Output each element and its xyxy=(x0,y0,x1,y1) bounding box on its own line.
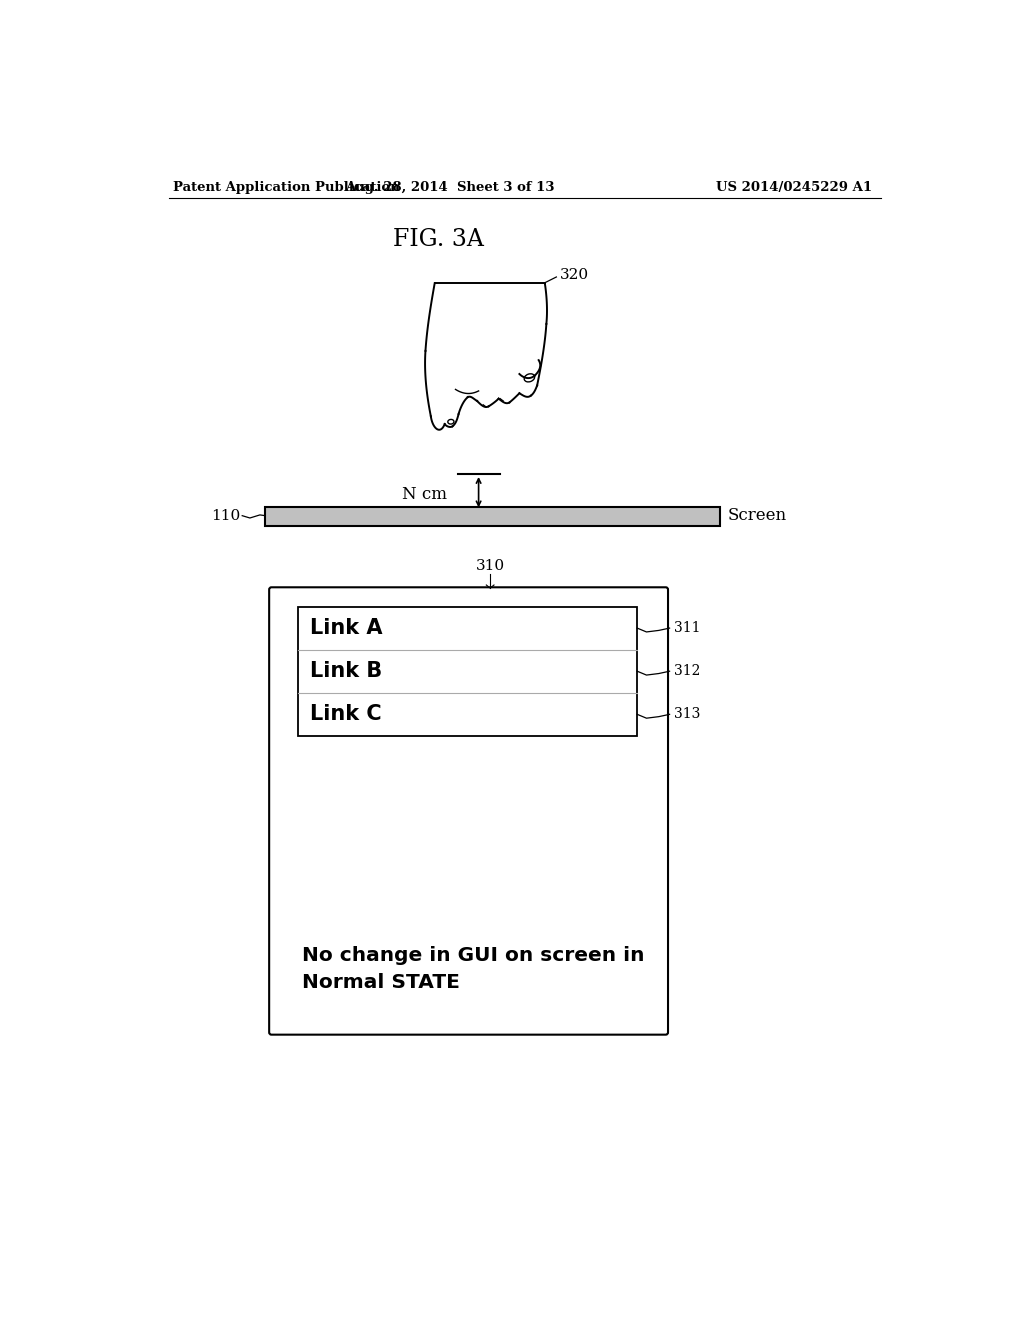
Text: Patent Application Publication: Patent Application Publication xyxy=(173,181,399,194)
FancyBboxPatch shape xyxy=(269,587,668,1035)
Text: FIG. 3A: FIG. 3A xyxy=(393,228,484,251)
Text: Screen: Screen xyxy=(728,507,787,524)
Text: Aug. 28, 2014  Sheet 3 of 13: Aug. 28, 2014 Sheet 3 of 13 xyxy=(345,181,555,194)
Text: Normal STATE: Normal STATE xyxy=(302,973,460,991)
Text: US 2014/0245229 A1: US 2014/0245229 A1 xyxy=(716,181,871,194)
Text: No change in GUI on screen in: No change in GUI on screen in xyxy=(302,946,645,965)
Text: 320: 320 xyxy=(559,268,589,282)
Text: 313: 313 xyxy=(674,708,700,721)
Bar xyxy=(265,507,720,525)
Bar xyxy=(298,607,637,737)
Text: 310: 310 xyxy=(475,558,505,573)
Ellipse shape xyxy=(524,374,535,381)
Ellipse shape xyxy=(447,420,454,424)
Text: 110: 110 xyxy=(211,508,240,523)
Text: Link A: Link A xyxy=(310,618,383,638)
Text: 312: 312 xyxy=(674,664,700,678)
Text: N cm: N cm xyxy=(401,486,446,503)
Text: Link B: Link B xyxy=(310,661,382,681)
Text: 311: 311 xyxy=(674,622,700,635)
Text: Link C: Link C xyxy=(310,705,382,725)
